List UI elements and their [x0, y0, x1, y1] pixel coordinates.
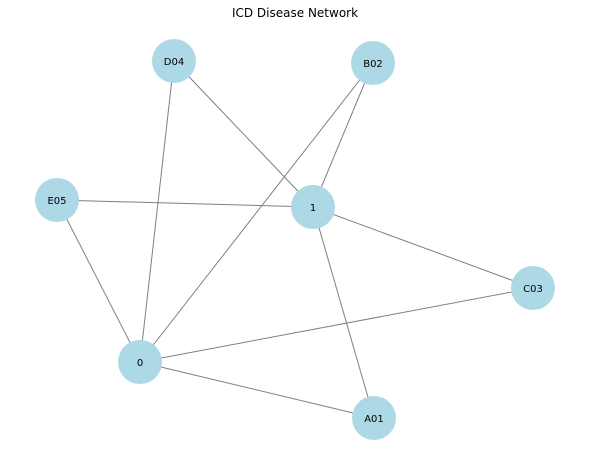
- node-d04: D04: [152, 39, 196, 83]
- node-circle: [152, 39, 196, 83]
- diagram-title: ICD Disease Network: [232, 6, 358, 20]
- node-e05: E05: [35, 178, 79, 222]
- node-circle: [291, 185, 335, 229]
- node-0: 0: [118, 340, 162, 384]
- edge-b02-0: [139, 62, 374, 363]
- node-label: E05: [47, 196, 66, 207]
- edge-0-a01: [139, 361, 375, 419]
- node-a01: A01: [352, 396, 396, 440]
- node-1: 1: [291, 185, 335, 229]
- node-label: D04: [164, 57, 184, 68]
- node-circle: [35, 178, 79, 222]
- edge-e05-0: [56, 199, 141, 363]
- node-label: C03: [523, 284, 543, 295]
- edge-d04-0: [139, 60, 175, 363]
- node-circle: [511, 266, 555, 310]
- node-circle: [351, 41, 395, 85]
- edge-b02-1: [312, 62, 374, 208]
- node-c03: C03: [511, 266, 555, 310]
- node-label: A01: [364, 414, 384, 425]
- edge-c03-0: [139, 287, 534, 363]
- edge-e05-1: [56, 199, 314, 208]
- nodes-layer: D04 B02 E05 1 C03 0 A01: [35, 39, 555, 440]
- edge-1-a01: [312, 206, 375, 419]
- edge-d04-1: [173, 60, 314, 208]
- node-label: 1: [310, 203, 316, 214]
- node-label: 0: [137, 358, 143, 369]
- node-circle: [118, 340, 162, 384]
- node-b02: B02: [351, 41, 395, 85]
- node-circle: [352, 396, 396, 440]
- edges-layer: [56, 60, 534, 419]
- edge-1-c03: [312, 206, 534, 289]
- node-label: B02: [363, 59, 383, 70]
